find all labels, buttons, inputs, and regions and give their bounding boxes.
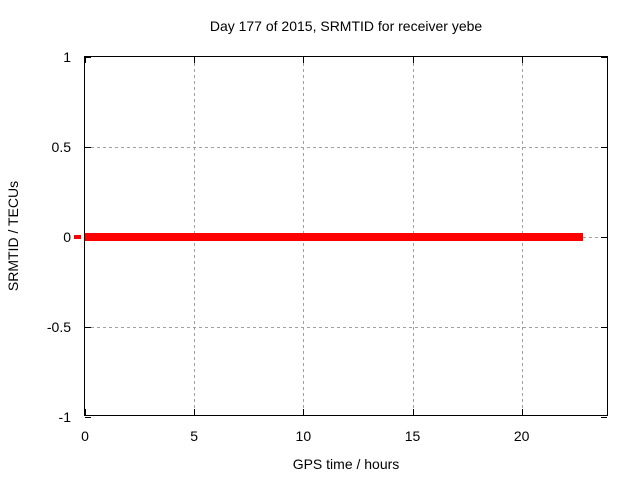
x-axis-label: GPS time / hours xyxy=(292,456,400,472)
x-tick-mark-top xyxy=(303,57,305,63)
y-axis-label: SRMTID / TECUs xyxy=(5,180,21,292)
x-tick-label: 20 xyxy=(513,428,530,444)
series-line-srmtid xyxy=(85,233,583,241)
y-tick-label: -0.5 xyxy=(46,319,71,335)
plot-area: 0 5 10 15 20 -1 -0.5 0 0.5 1 xyxy=(47,49,608,444)
y-tick-label: -1 xyxy=(58,409,71,425)
y-tick-mark-right xyxy=(601,57,607,58)
x-tick-mark-top xyxy=(521,57,523,63)
x-tick-label: 0 xyxy=(81,428,89,444)
y-tick-mark-left xyxy=(85,57,91,58)
h-gridline xyxy=(85,147,607,148)
x-tick-mark-bottom xyxy=(521,409,523,415)
y-tick-label: 0.5 xyxy=(51,139,71,155)
y-tick-label: 1 xyxy=(63,49,71,65)
x-tick-label: 5 xyxy=(190,428,199,444)
x-tick-mark-top xyxy=(412,57,414,63)
x-tick-mark-bottom xyxy=(194,409,196,415)
y-tick-mark-right xyxy=(601,417,607,418)
x-tick-mark-bottom xyxy=(85,409,86,415)
y-tick-mark-left xyxy=(85,147,91,148)
y-tick-mark-left xyxy=(85,327,91,328)
series-start-dash xyxy=(74,235,81,239)
x-tick-label: 15 xyxy=(404,428,421,444)
x-tick-label: 10 xyxy=(295,428,312,444)
x-tick-mark-bottom xyxy=(412,409,414,415)
y-tick-mark-left xyxy=(85,417,91,418)
y-tick-label: 0 xyxy=(63,229,71,245)
chart-title: Day 177 of 2015, SRMTID for receiver yeb… xyxy=(209,18,483,34)
x-tick-mark-bottom xyxy=(303,409,305,415)
y-tick-mark-right xyxy=(601,237,607,238)
x-tick-mark-top xyxy=(194,57,196,63)
y-tick-mark-right xyxy=(601,147,607,148)
y-tick-mark-right xyxy=(601,327,607,328)
h-gridline xyxy=(85,327,607,328)
x-tick-mark-top xyxy=(85,57,86,63)
